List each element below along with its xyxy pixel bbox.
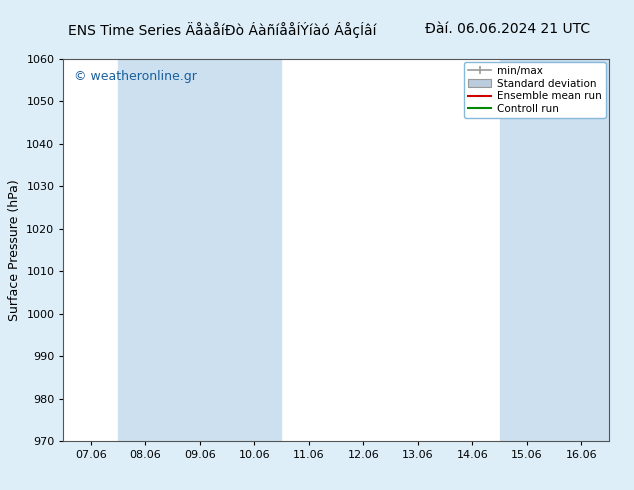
Bar — [554, 59, 609, 441]
Bar — [227, 59, 281, 441]
Text: © weatheronline.gr: © weatheronline.gr — [74, 70, 197, 83]
Bar — [172, 59, 227, 441]
Bar — [500, 59, 554, 441]
Legend: min/max, Standard deviation, Ensemble mean run, Controll run: min/max, Standard deviation, Ensemble me… — [464, 62, 605, 118]
Bar — [118, 59, 172, 441]
Text: Đàí. 06.06.2024 21 UTC: Đàí. 06.06.2024 21 UTC — [425, 22, 590, 36]
Y-axis label: Surface Pressure (hPa): Surface Pressure (hPa) — [8, 179, 21, 321]
Text: ENS Time Series ÄåàåíÐò ÁàñíååÍÝíàó ÁåçÍâí: ENS Time Series ÄåàåíÐò ÁàñíååÍÝíàó ÁåçÍ… — [68, 22, 376, 38]
